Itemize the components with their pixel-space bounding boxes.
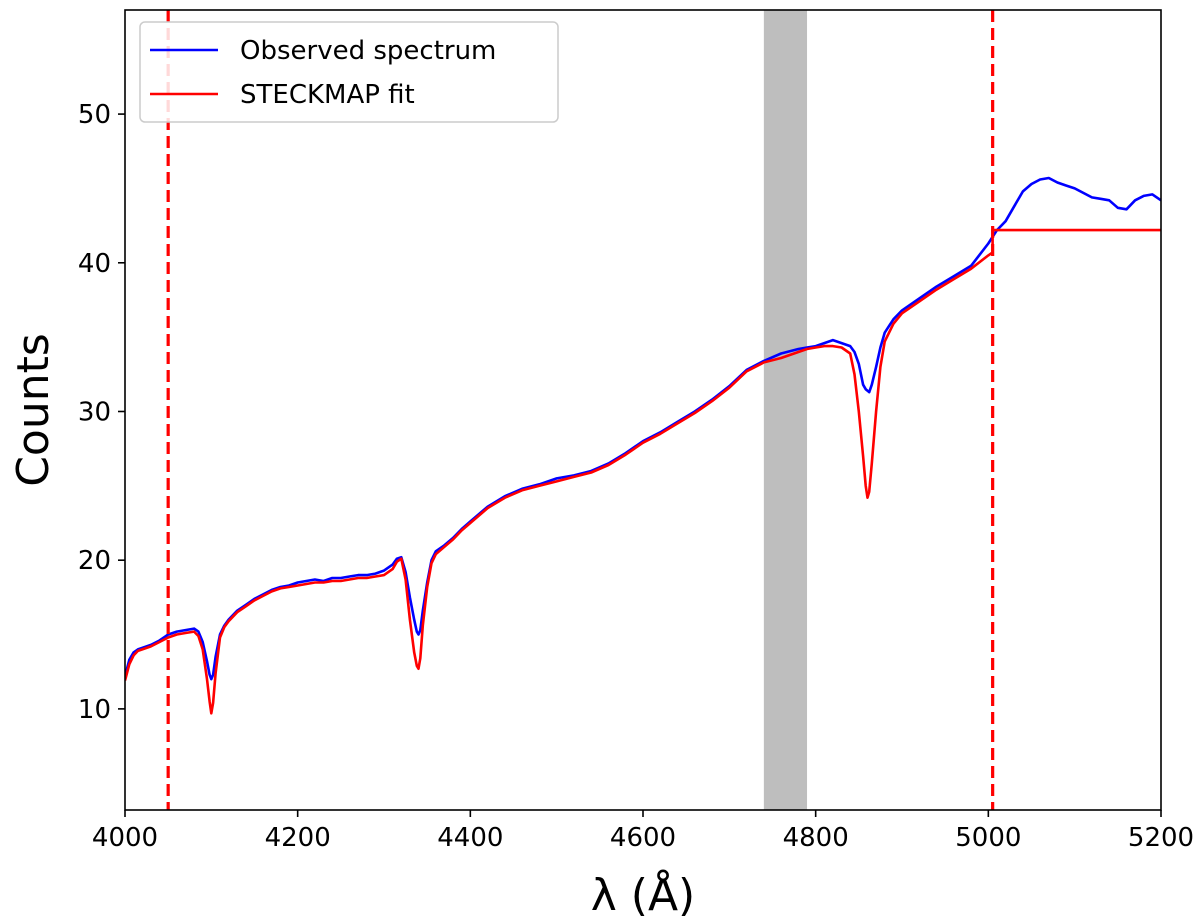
- steckmap-fit-line: [125, 228, 1161, 715]
- x-tick-label: 4800: [783, 823, 849, 853]
- y-tick-label: 20: [78, 546, 111, 576]
- y-axis-ticks: 10 20 30 40 50: [78, 100, 125, 725]
- legend: Observed spectrum STECKMAP fit: [139, 21, 559, 123]
- y-tick-label: 10: [78, 695, 111, 725]
- y-tick-label: 50: [78, 100, 111, 130]
- legend-label-observed: Observed spectrum: [240, 36, 496, 66]
- x-tick-label: 4000: [92, 823, 158, 853]
- x-tick-label: 4600: [610, 823, 676, 853]
- observed-spectrum-line: [125, 176, 1161, 681]
- y-tick-label: 30: [78, 397, 111, 427]
- x-axis-ticks: 4000 4200 4400 4600 4800 5000 5200: [92, 810, 1194, 853]
- x-tick-label: 5000: [955, 823, 1021, 853]
- x-tick-label: 5200: [1128, 823, 1194, 853]
- x-tick-label: 4200: [265, 823, 331, 853]
- masked-band: [763, 10, 808, 810]
- fit-window-lines: [166, 10, 995, 810]
- y-tick-label: 40: [78, 249, 111, 279]
- legend-box: [139, 21, 559, 123]
- plot-area: [125, 10, 1161, 810]
- x-axis-label: λ (Å): [591, 868, 695, 921]
- plot-frame: [124, 9, 1162, 811]
- x-tick-label: 4400: [437, 823, 503, 853]
- legend-label-fit: STECKMAP fit: [240, 80, 415, 110]
- y-axis-label: Counts: [8, 333, 59, 487]
